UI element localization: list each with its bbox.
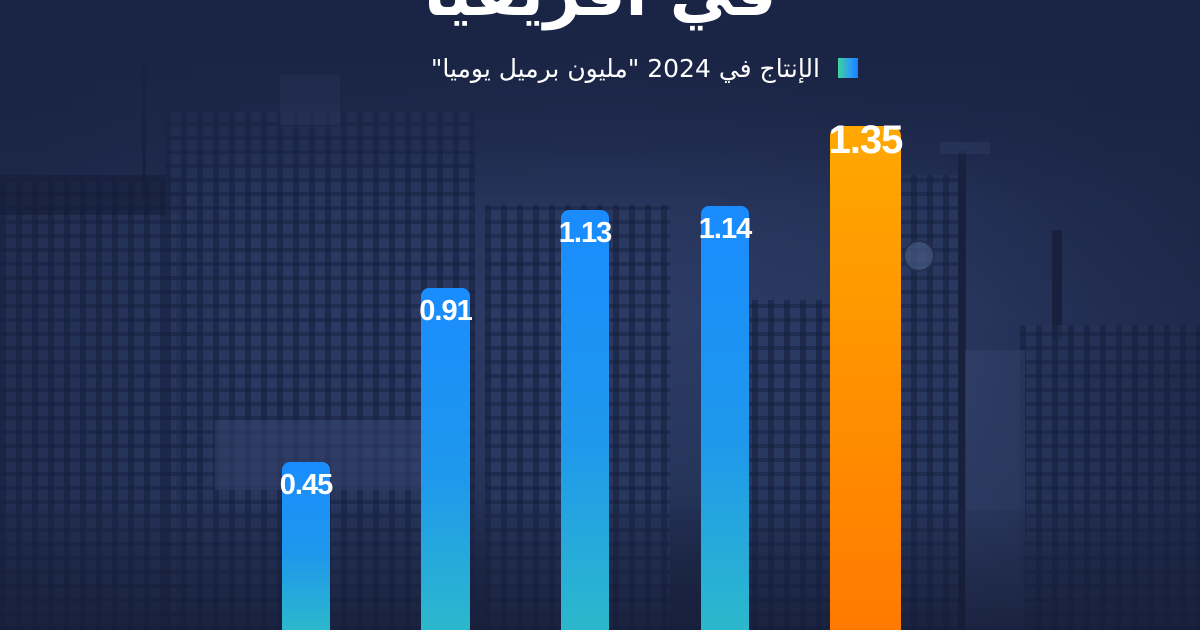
bar-group-5-highlight: 1.35 [829, 118, 903, 630]
bar-group-2: 0.91 [419, 288, 473, 630]
bar-5 [830, 126, 901, 630]
bar-group-4: 1.14 [699, 206, 752, 630]
bar-3 [561, 210, 609, 630]
legend: الإنتاج في 2024 "مليون برميل يوميا" [345, 50, 858, 86]
bar-group-1: 0.45 [280, 462, 333, 630]
bar-4 [701, 206, 749, 630]
legend-label: الإنتاج في 2024 "مليون برميل يوميا" [430, 53, 820, 83]
bar-value-5: 1.35 [828, 118, 904, 162]
bar-value-3: 1.13 [558, 217, 612, 249]
bar-value-1: 0.45 [279, 469, 333, 501]
bar-2 [421, 288, 470, 630]
legend-swatch-icon [838, 58, 858, 78]
bar-value-4: 1.14 [698, 213, 752, 245]
bar-group-3: 1.13 [559, 210, 612, 630]
bar-value-2: 0.91 [419, 295, 472, 327]
chart-title: في أفريقيا [0, 0, 1200, 26]
bar-1 [282, 462, 330, 630]
